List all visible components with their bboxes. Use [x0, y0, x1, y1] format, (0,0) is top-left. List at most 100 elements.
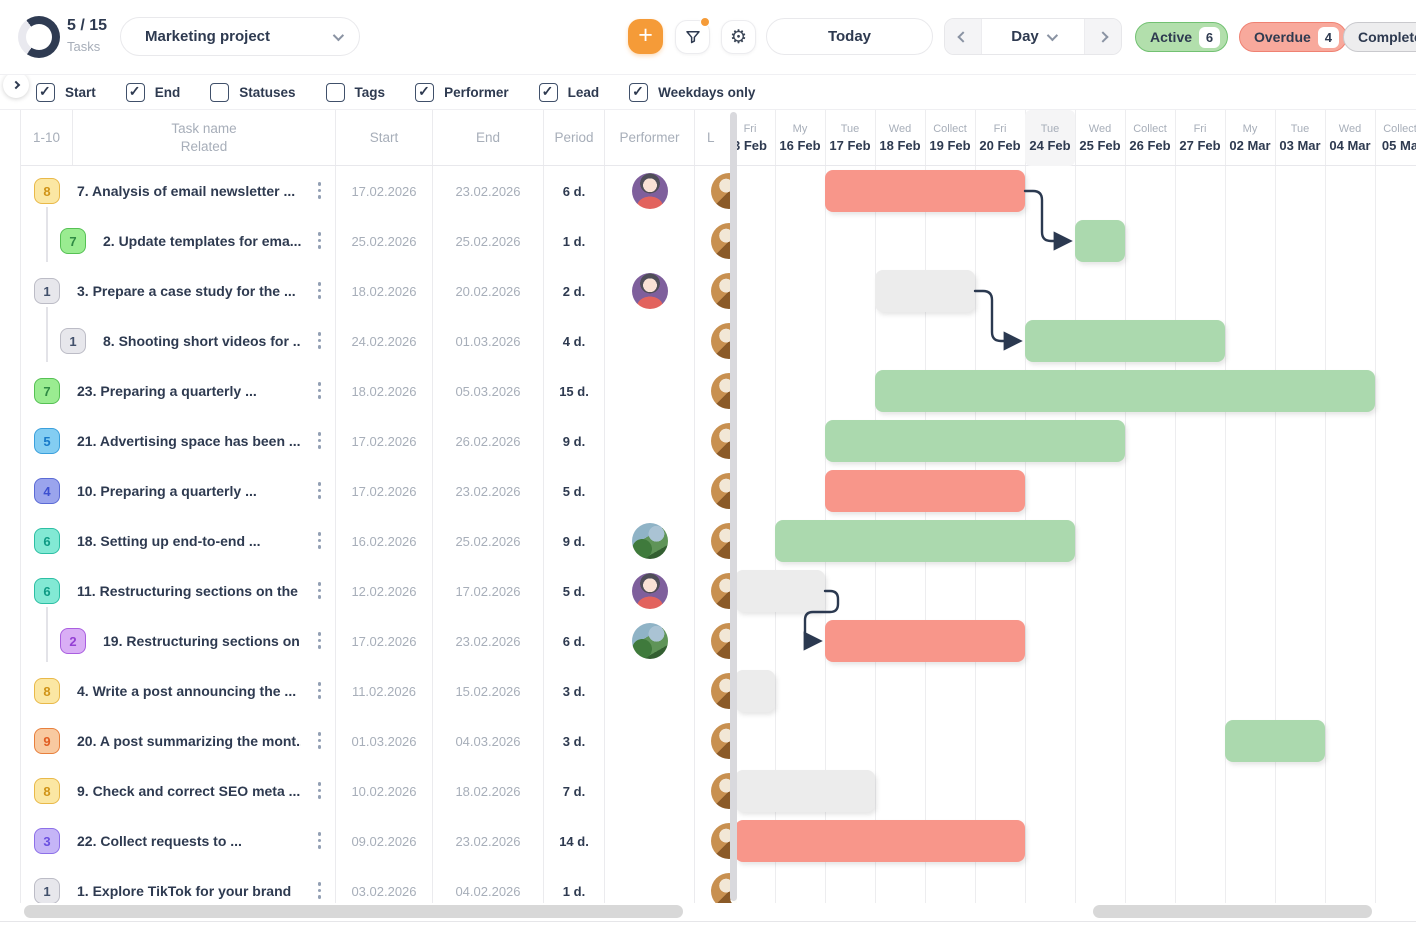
- checkbox[interactable]: [210, 82, 230, 102]
- task-end-date: 26.02.2026: [433, 416, 544, 466]
- gantt-bar[interactable]: [737, 820, 1025, 862]
- filter-checkbox-item[interactable]: Weekdays only: [629, 82, 755, 102]
- gantt-bar[interactable]: [737, 770, 875, 812]
- task-row[interactable]: 7 23. Preparing a quarterly ... 18.02.20…: [21, 366, 737, 416]
- gantt-bar[interactable]: [737, 570, 825, 612]
- column-header-period[interactable]: Period: [544, 110, 605, 165]
- task-period: 1 d.: [544, 866, 605, 903]
- task-menu-button[interactable]: [316, 880, 324, 901]
- gantt-horizontal-scrollbar[interactable]: [1093, 905, 1372, 918]
- performer-cell: [605, 466, 695, 516]
- task-menu-button[interactable]: [316, 330, 324, 351]
- gantt-bar[interactable]: [875, 270, 975, 312]
- filter-checkbox-item[interactable]: Statuses: [210, 82, 296, 102]
- filter-checkbox-item[interactable]: Performer: [415, 82, 509, 102]
- expand-panel-button[interactable]: [3, 72, 29, 98]
- task-menu-button[interactable]: [316, 730, 324, 751]
- task-menu-button[interactable]: [316, 180, 324, 201]
- task-status-badge: 8: [34, 678, 60, 704]
- checkbox[interactable]: [36, 82, 55, 102]
- task-row[interactable]: 2 19. Restructuring sections on ... 17.0…: [21, 607, 737, 666]
- filter-checkbox-item[interactable]: Start: [36, 82, 96, 102]
- task-menu-button[interactable]: [316, 430, 324, 451]
- task-menu-button[interactable]: [316, 230, 324, 251]
- gantt-bar[interactable]: [825, 470, 1025, 512]
- task-table-panel: 1-10 Task name Related Start End Period …: [20, 110, 737, 903]
- today-button[interactable]: Today: [766, 18, 933, 55]
- status-filter-pill[interactable]: Active 6: [1135, 22, 1229, 52]
- gantt-bar[interactable]: [875, 370, 1375, 412]
- status-filter-pill[interactable]: Overdue 4: [1239, 22, 1347, 52]
- scale-selector[interactable]: Day: [981, 19, 1085, 54]
- task-row[interactable]: 1 3. Prepare a case study for the ... 18…: [21, 266, 737, 316]
- task-row[interactable]: 1 1. Explore TikTok for your brand 03.02…: [21, 866, 737, 903]
- gantt-bar[interactable]: [737, 670, 775, 712]
- task-menu-button[interactable]: [316, 280, 324, 301]
- task-row[interactable]: 8 4. Write a post announcing the ... 11.…: [21, 666, 737, 716]
- checkbox-label: End: [154, 84, 181, 100]
- main-content: 1-10 Task name Related Start End Period …: [0, 110, 1416, 903]
- task-menu-button[interactable]: [316, 780, 324, 801]
- pill-count-badge: 6: [1199, 26, 1221, 48]
- filter-checkbox-item[interactable]: Tags: [325, 82, 386, 102]
- task-menu-button[interactable]: [316, 680, 324, 701]
- next-period-button[interactable]: [1085, 19, 1121, 54]
- checkbox-label: Tags: [354, 84, 386, 100]
- gantt-bar[interactable]: [825, 420, 1125, 462]
- settings-button[interactable]: ⚙: [721, 20, 756, 54]
- gantt-day-label: My: [1242, 123, 1258, 135]
- column-header-task-name[interactable]: Task name Related: [73, 110, 336, 165]
- gantt-date-column-header: My 02 Mar: [1225, 110, 1275, 166]
- task-status-badge: 2: [60, 628, 86, 654]
- gantt-day-label: Wed: [1088, 123, 1112, 135]
- panel-splitter[interactable]: [730, 112, 737, 901]
- checkbox[interactable]: [125, 82, 145, 102]
- gantt-bar[interactable]: [1075, 220, 1125, 262]
- task-row[interactable]: 7 2. Update templates for ema... 25.02.2…: [21, 207, 737, 266]
- gantt-bar[interactable]: [775, 520, 1075, 562]
- filter-button[interactable]: [675, 17, 710, 54]
- task-row[interactable]: 9 20. A post summarizing the mont... 01.…: [21, 716, 737, 766]
- task-row[interactable]: 6 11. Restructuring sections on the ... …: [21, 566, 737, 616]
- task-status-badge: 7: [34, 378, 60, 404]
- task-menu-button[interactable]: [316, 630, 324, 651]
- checkbox[interactable]: [325, 82, 345, 102]
- gantt-bar[interactable]: [825, 620, 1025, 662]
- column-header-start[interactable]: Start: [336, 110, 433, 165]
- gantt-date-label: 18 Feb: [879, 138, 921, 153]
- prev-period-button[interactable]: [945, 19, 981, 54]
- task-menu-button[interactable]: [316, 530, 324, 551]
- task-row[interactable]: 8 7. Analysis of email newsletter ... 17…: [21, 166, 737, 216]
- column-header-end[interactable]: End: [433, 110, 544, 165]
- task-row[interactable]: 8 9. Check and correct SEO meta ... 10.0…: [21, 766, 737, 816]
- task-menu-button[interactable]: [316, 580, 324, 601]
- task-row[interactable]: 4 10. Preparing a quarterly ... 17.02.20…: [21, 466, 737, 516]
- table-horizontal-scrollbar[interactable]: [24, 905, 683, 918]
- task-menu-button[interactable]: [316, 380, 324, 401]
- filter-checkbox-item[interactable]: End: [125, 82, 181, 102]
- gantt-bar[interactable]: [1225, 720, 1325, 762]
- column-header-performer[interactable]: Performer: [605, 110, 695, 165]
- project-selector[interactable]: Marketing project: [120, 17, 360, 56]
- task-period: 6 d.: [544, 616, 605, 666]
- task-row[interactable]: 5 21. Advertising space has been ... 17.…: [21, 416, 737, 466]
- task-period: 9 d.: [544, 516, 605, 566]
- gantt-bar[interactable]: [1025, 320, 1225, 362]
- add-task-button[interactable]: +: [628, 19, 663, 54]
- task-row[interactable]: 3 22. Collect requests to ... 09.02.2026…: [21, 816, 737, 866]
- filter-checkbox-item[interactable]: Lead: [538, 82, 599, 102]
- checkbox[interactable]: [538, 82, 558, 102]
- task-menu-button[interactable]: [316, 830, 324, 851]
- gantt-bar[interactable]: [825, 170, 1025, 212]
- gantt-date-label: 26 Feb: [1129, 138, 1171, 153]
- status-filter-pill[interactable]: Complete: [1343, 22, 1416, 52]
- task-row[interactable]: 6 18. Setting up end-to-end ... 16.02.20…: [21, 516, 737, 566]
- task-row[interactable]: 1 8. Shooting short videos for ... 24.02…: [21, 307, 737, 366]
- task-start-date: 18.02.2026: [336, 366, 433, 416]
- checkbox[interactable]: [629, 82, 649, 102]
- column-header-range[interactable]: 1-10: [21, 110, 73, 165]
- task-name-cell: 7. Analysis of email newsletter ...: [73, 166, 336, 216]
- task-menu-button[interactable]: [316, 480, 324, 501]
- checkbox[interactable]: [415, 82, 435, 102]
- column-header-lead[interactable]: L: [707, 129, 715, 145]
